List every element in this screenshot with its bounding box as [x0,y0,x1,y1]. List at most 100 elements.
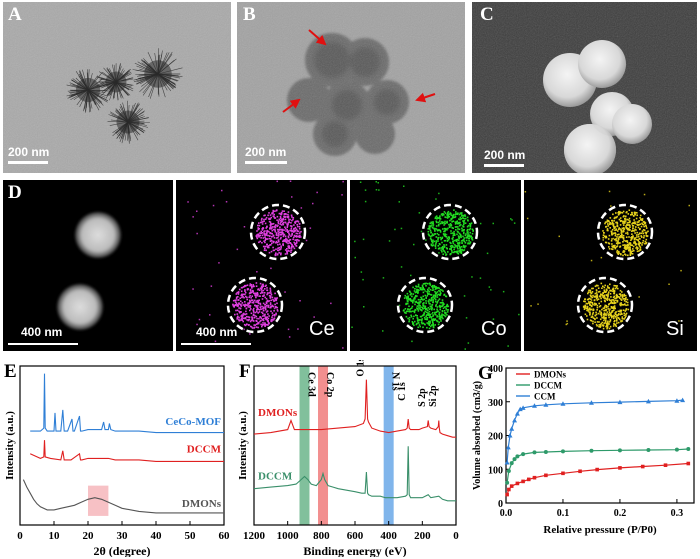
map-signal-dot [262,292,264,294]
map-signal-dot [268,300,271,302]
map-signal-dot [603,299,606,302]
map-signal-dot [454,226,457,228]
map-signal-dot [588,308,590,311]
map-signal-dot [445,295,447,297]
data-marker [507,433,513,438]
map-signal-dot [611,233,614,235]
map-signal-dot [253,292,255,295]
map-signal-dot [607,308,609,310]
dashed-outline [249,203,307,261]
panel-c-sem: C 200 nm [472,2,697,173]
map-signal-dot [626,240,629,242]
map-signal-dot [591,315,594,317]
map-signal-dot [293,241,295,244]
map-signal-dot [238,307,240,309]
map-signal-dot [407,295,409,297]
map-signal-dot [443,224,445,226]
map-signal-dot [630,230,633,232]
map-signal-dot [429,226,432,228]
map-signal-dot [456,220,459,222]
map-signal-dot [237,303,240,305]
sphere-spike [157,73,172,92]
map-signal-dot [466,228,469,231]
map-signal-dot [297,225,299,228]
map-signal-dot [441,241,443,244]
map-signal-dot [621,313,623,315]
map-signal-dot [273,315,276,317]
map-signal-dot [609,283,611,286]
map-signal-dot [602,234,605,236]
map-signal-dot [249,283,252,285]
map-signal-dot [452,213,455,216]
map-signal-dot [442,253,444,255]
map-signal-dot [438,311,441,314]
map-signal-dot [271,316,273,318]
map-signal-dot [470,222,473,224]
map-signal-dot [270,216,272,219]
map-signal-dot [260,230,262,233]
map-signal-dot [603,286,606,289]
map-signal-dot [253,326,256,329]
map-noise-dot [243,226,246,228]
map-signal-dot [630,238,633,240]
map-signal-dot [602,294,604,297]
map-signal-dot [263,214,265,217]
map-signal-dot [272,215,275,217]
map-signal-dot [615,216,618,219]
map-signal-dot [234,299,236,302]
map-noise-dot [221,189,223,192]
map-signal-dot [625,244,627,247]
x-tick-label: 1200 [243,530,266,542]
map-signal-dot [466,229,468,232]
map-signal-dot [425,307,427,310]
map-signal-dot [238,310,240,313]
map-signal-dot [271,212,273,215]
map-signal-dot [272,235,275,237]
map-signal-dot [626,298,629,301]
map-signal-dot [619,211,621,213]
map-signal-dot [445,244,448,246]
scale-bar-label-c: 200 nm [484,148,526,162]
map-signal-dot [425,296,427,299]
map-signal-dot [616,252,619,254]
map-signal-dot [279,215,282,218]
map-signal-dot [449,241,451,244]
map-signal-dot [244,313,246,316]
map-signal-dot [635,226,637,228]
map-signal-dot [422,291,425,294]
map-signal-dot [256,234,258,236]
map-signal-dot [287,235,290,238]
map-signal-dot [441,251,443,253]
co-map-image [350,180,521,351]
y-axis-label: Intensity (a.u.) [237,411,249,480]
sphere-spike [127,121,130,139]
map-signal-dot [628,224,630,226]
map-signal-dot [447,309,450,311]
map-noise-dot [375,181,377,183]
map-signal-dot [626,231,629,234]
map-signal-dot [270,318,273,321]
map-signal-dot [290,235,292,237]
y-tick-label: 300 [488,398,503,409]
map-signal-dot [451,227,453,229]
data-marker [526,477,531,482]
map-noise-dot [225,201,228,203]
map-signal-dot [403,309,405,311]
map-signal-dot [259,287,262,289]
data-marker [514,411,520,416]
map-signal-dot [464,214,466,216]
map-signal-dot [614,244,616,247]
map-signal-dot [235,309,237,312]
map-signal-dot [277,236,279,239]
map-signal-dot [466,237,469,239]
map-signal-dot [269,227,271,230]
map-signal-dot [608,313,611,316]
series-label: DMONs [258,407,298,419]
map-signal-dot [294,243,297,246]
map-signal-dot [428,290,431,293]
map-signal-dot [249,309,251,312]
sphere-spike [87,89,107,96]
map-signal-dot [451,238,454,240]
map-signal-dot [269,235,271,237]
data-marker [560,401,566,406]
